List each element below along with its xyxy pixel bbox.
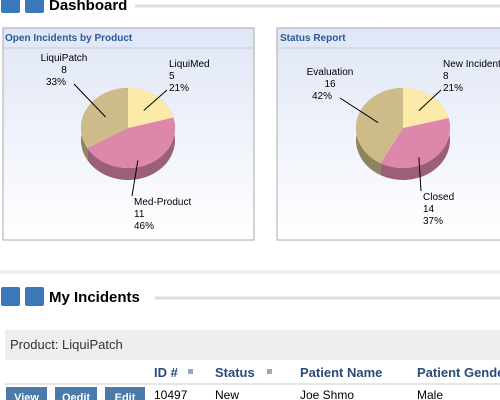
group-label: Product: LiquiPatch <box>10 337 123 352</box>
refresh-icon[interactable] <box>1 287 20 306</box>
panel-title: Status Report <box>280 33 346 44</box>
slice-value: 8 <box>61 65 67 76</box>
refresh-icon[interactable] <box>1 0 20 13</box>
pie-slice <box>380 118 450 180</box>
sort-icon <box>267 369 272 374</box>
table: ID # Status Patient Name Patient Gender View… <box>6 365 500 400</box>
column-header[interactable]: ID # <box>154 365 179 380</box>
slice-top <box>355 88 403 164</box>
leader-line <box>418 157 422 192</box>
slice-value: 14 <box>423 204 435 215</box>
pie-slice <box>87 117 175 180</box>
cell: Male <box>417 388 443 400</box>
slice-name: Closed <box>423 192 454 203</box>
slice-name: Med-Product <box>134 197 191 208</box>
action-label[interactable]: Qedit <box>62 392 90 400</box>
group-bar <box>5 330 500 360</box>
section-title: My Incidents <box>49 289 140 306</box>
cell: 10497 <box>154 388 188 400</box>
action-button[interactable] <box>6 387 47 400</box>
panel-title: Open Incidents by Product <box>5 33 133 44</box>
slice-top <box>403 88 449 128</box>
slice-top <box>87 117 175 168</box>
leader-line <box>73 83 106 118</box>
slice-percent: 42% <box>312 91 332 102</box>
maximize-icon[interactable] <box>25 0 44 13</box>
slice-percent: 21% <box>443 83 463 94</box>
column-header[interactable]: Patient Gender <box>417 365 500 380</box>
slice-percent: 21% <box>169 83 189 94</box>
sort-icon <box>188 369 193 374</box>
leader-line <box>143 89 168 111</box>
leader-line <box>339 97 379 124</box>
slice-side <box>87 117 175 180</box>
pie-slice <box>128 88 174 130</box>
cell: New <box>215 388 239 400</box>
action-button[interactable] <box>55 387 97 400</box>
column-header[interactable]: Patient Name <box>300 365 382 380</box>
slice-side <box>380 118 450 180</box>
action-label[interactable]: View <box>14 392 39 400</box>
slice-percent: 33% <box>46 77 66 88</box>
slice-name: LiquiMed <box>169 59 210 70</box>
leader-line <box>418 89 442 112</box>
section-title: Dashboard <box>49 0 127 14</box>
action-button[interactable] <box>105 387 145 400</box>
slice-top <box>128 88 174 128</box>
slice-top <box>380 118 450 168</box>
maximize-icon[interactable] <box>25 287 44 306</box>
slice-name: Evaluation <box>307 67 354 78</box>
pie-slice <box>403 88 449 131</box>
slice-value: 11 <box>134 209 145 220</box>
cell: Joe Shmo <box>300 388 354 400</box>
slice-value: 8 <box>443 71 449 82</box>
pie-slice <box>355 88 403 176</box>
slice-value: 16 <box>324 79 336 90</box>
slice-percent: 37% <box>423 216 443 227</box>
slice-value: 5 <box>169 71 175 82</box>
slice-name: LiquiPatch <box>41 53 88 64</box>
slice-name: New Incident <box>443 59 500 70</box>
slice-percent: 46% <box>134 221 154 232</box>
leader-line <box>131 160 139 197</box>
action-label[interactable]: Edit <box>115 392 136 400</box>
column-header[interactable]: Status <box>215 365 255 380</box>
